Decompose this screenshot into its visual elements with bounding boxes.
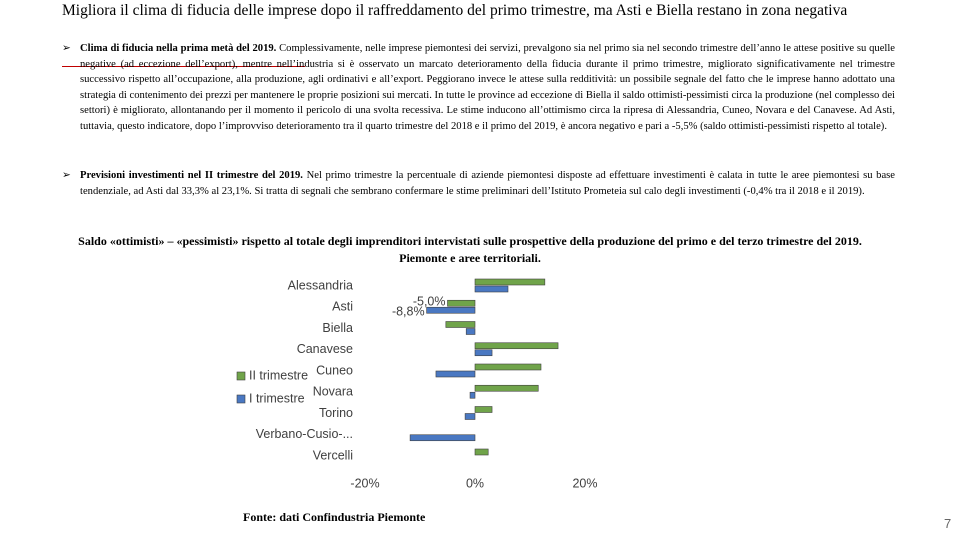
legend-swatch (236, 394, 246, 404)
y-tick-label: Vercelli (313, 448, 353, 462)
legend-label: I trimestre (249, 391, 305, 405)
bar (474, 278, 546, 286)
x-tick-label: 0% (466, 476, 484, 490)
bar (464, 413, 476, 420)
bullet-text: Nel primo trimestre la percentuale di az… (80, 170, 895, 197)
y-tick-label: Asti (332, 300, 353, 314)
bar (474, 342, 559, 350)
bullet: ➢ Previsioni investimenti nel II trimestr… (62, 170, 895, 197)
bar (465, 328, 476, 335)
chart-title: Saldo «ottimisti» – «pessimisti» rispett… (78, 234, 862, 265)
y-tick-label: Torino (319, 406, 353, 420)
bar (447, 299, 476, 307)
x-tick-label: 20% (572, 476, 597, 490)
y-tick-label: Verbano-Cusio-... (256, 427, 353, 441)
bar (409, 434, 476, 442)
bar (474, 363, 542, 371)
bar (474, 285, 509, 293)
chart: -20% 0% 20% Alessandria Asti Biella Canavese Cu… (236, 278, 598, 490)
y-tick-label: Canavese (297, 342, 353, 356)
legend-swatch (236, 371, 246, 381)
bullet-lead: Previsioni investimenti nel II trimestre… (80, 170, 303, 181)
title-rule (62, 66, 305, 67)
bar (435, 370, 476, 378)
bullet: ➢ Clima di fiducia nella prima metà del 2… (62, 43, 896, 132)
page-number: 7 (944, 516, 952, 531)
source: Fonte: dati Confindustria Piemonte (243, 510, 426, 524)
bullet-lead: Clima di fiducia nella prima metà del 20… (80, 43, 277, 54)
bar (474, 384, 539, 392)
y-tick-label: Cuneo (316, 363, 353, 377)
bar (426, 306, 476, 314)
x-tick-label: -20% (350, 476, 379, 490)
y-tick-label: Novara (313, 385, 353, 399)
y-tick-label: Biella (322, 321, 353, 335)
bar (469, 391, 476, 399)
data-label: -8,8% (392, 305, 425, 319)
bar (445, 321, 476, 328)
bar (474, 448, 489, 456)
slide-title: Migliora il clima di fiducia delle impre… (62, 2, 848, 19)
bar (474, 406, 493, 413)
legend-label: II trimestre (249, 368, 308, 382)
bullet-text: Complessivamente, nelle imprese piemonte… (80, 43, 896, 132)
bar (474, 349, 493, 357)
y-tick-label: Alessandria (288, 278, 353, 292)
data-label: -5,0% (413, 295, 446, 309)
